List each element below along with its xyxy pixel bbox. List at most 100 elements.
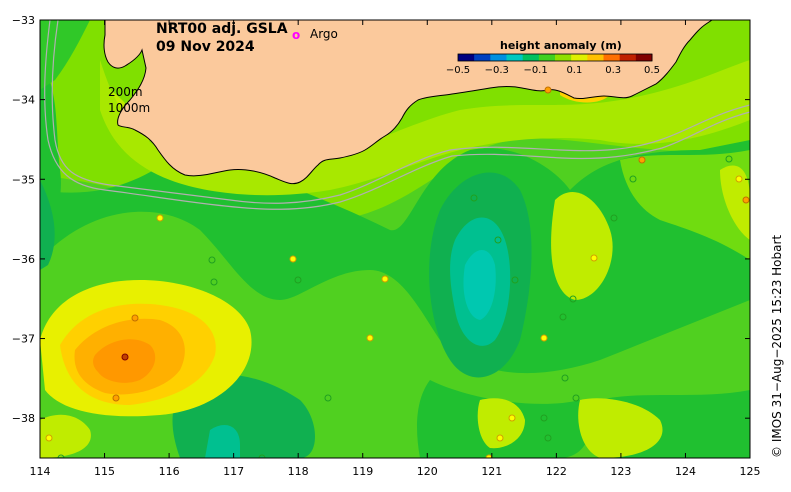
anomaly-region xyxy=(93,339,156,383)
argo-float xyxy=(45,434,53,442)
argo-float xyxy=(210,278,218,286)
isobath-1000m xyxy=(44,20,750,210)
x-tick-label: 118 xyxy=(288,465,309,478)
colorbar-swatch xyxy=(506,54,524,61)
colorbar-swatch xyxy=(474,54,491,61)
argo-float xyxy=(559,313,567,321)
anomaly-region xyxy=(551,191,613,300)
argo-float xyxy=(57,454,65,458)
argo-float xyxy=(540,334,548,342)
colorbar-swatch xyxy=(538,54,556,61)
argo-float xyxy=(289,255,297,263)
argo-float xyxy=(324,394,332,402)
colorbar-swatch xyxy=(619,54,637,61)
y-tick-label: −34 xyxy=(12,94,35,107)
argo-float xyxy=(121,353,129,361)
x-tick-label: 115 xyxy=(94,465,115,478)
argo-float xyxy=(366,334,374,342)
colorbar-swatch xyxy=(571,54,588,61)
x-tick-label: 123 xyxy=(610,465,631,478)
y-axis: −33 −34 −35 −36 −37 −38 xyxy=(12,14,750,425)
colorbar-tick-label: 0.3 xyxy=(605,65,621,76)
argo-float xyxy=(610,214,618,222)
anomaly-region xyxy=(40,180,55,270)
anomaly-region xyxy=(205,425,240,458)
argo-float xyxy=(470,194,478,202)
colorbar-tick-label: 0.1 xyxy=(566,65,582,76)
argo-float xyxy=(590,254,598,262)
anomaly-region xyxy=(620,150,750,260)
anomaly-region xyxy=(477,398,525,449)
colorbar-swatch xyxy=(587,54,604,61)
x-tick-label: 121 xyxy=(481,465,502,478)
anomaly-region xyxy=(40,414,91,458)
colorbar-tick-label: −0.1 xyxy=(523,65,547,76)
colorbar-tick-label: −0.5 xyxy=(446,65,470,76)
anomaly-region xyxy=(463,250,496,320)
y-tick-label: −36 xyxy=(12,253,35,266)
argo-float xyxy=(544,86,552,94)
colorbar-swatch xyxy=(635,54,653,61)
x-tick-label: 120 xyxy=(417,465,438,478)
argo-float xyxy=(572,394,580,402)
argo-float xyxy=(131,314,139,322)
argo-float xyxy=(494,236,502,244)
colorbar-frame xyxy=(457,53,653,62)
argo-float xyxy=(638,156,646,164)
y-tick-label: −35 xyxy=(12,173,35,186)
x-tick-label: 114 xyxy=(30,465,51,478)
isobath-1000m-label: 1000m xyxy=(108,101,150,115)
title-line2: 09 Nov 2024 xyxy=(156,39,255,55)
colorbar-swatch xyxy=(603,54,621,61)
anomaly-region xyxy=(720,165,750,240)
argo-floats xyxy=(45,86,750,458)
argo-float xyxy=(742,196,750,204)
argo-float xyxy=(381,275,389,283)
argo-float xyxy=(511,276,519,284)
anomaly-region xyxy=(578,398,663,458)
title-line1: NRT00 adj. GSLA xyxy=(156,21,288,37)
colorbar-swatch xyxy=(458,54,475,61)
plot-frame xyxy=(39,19,751,459)
anomaly-field xyxy=(40,20,750,458)
argo-float xyxy=(112,394,120,402)
argo-float xyxy=(156,214,164,222)
argo-float xyxy=(258,454,266,458)
argo-float xyxy=(725,155,733,163)
x-tick-label: 124 xyxy=(675,465,696,478)
colorbar-tick-label: 0.5 xyxy=(644,65,660,76)
argo-float xyxy=(496,434,504,442)
argo-float xyxy=(540,414,548,422)
argo-legend-label: Argo xyxy=(310,27,338,41)
x-tick-label: 122 xyxy=(546,465,567,478)
argo-float xyxy=(569,295,577,303)
argo-float xyxy=(544,434,552,442)
argo-float xyxy=(629,175,637,183)
colorbar-swatch xyxy=(555,54,572,61)
colorbar-title: height anomaly (m) xyxy=(500,39,622,52)
x-tick-label: 119 xyxy=(352,465,373,478)
x-axis: 114 115 116 117 118 119 120 121 122 123 124 125 xyxy=(30,20,761,478)
argo-legend-symbol: o xyxy=(292,28,300,42)
colorbar-swatch xyxy=(490,54,507,61)
x-tick-label: 116 xyxy=(159,465,180,478)
isobath-200m-label: 200m xyxy=(108,85,143,99)
colorbar: −0.5 −0.3 −0.1 0.1 0.3 0.5 xyxy=(446,53,660,76)
y-tick-label: −37 xyxy=(12,333,35,346)
x-tick-label: 125 xyxy=(740,465,761,478)
y-tick-label: −33 xyxy=(12,14,35,27)
argo-float xyxy=(485,454,493,458)
argo-float xyxy=(735,175,743,183)
argo-float xyxy=(294,276,302,284)
argo-float xyxy=(508,414,516,422)
isobath-200m xyxy=(51,20,750,204)
colorbar-swatch xyxy=(522,54,540,61)
argo-float xyxy=(561,374,569,382)
colorbar-tick-label: −0.3 xyxy=(485,65,509,76)
argo-float xyxy=(208,256,216,264)
x-tick-label: 117 xyxy=(223,465,244,478)
y-tick-label: −38 xyxy=(12,412,35,425)
credit-text: © IMOS 31−Aug−2025 15:23 Hobart xyxy=(770,235,784,458)
anomaly-region xyxy=(100,60,750,196)
